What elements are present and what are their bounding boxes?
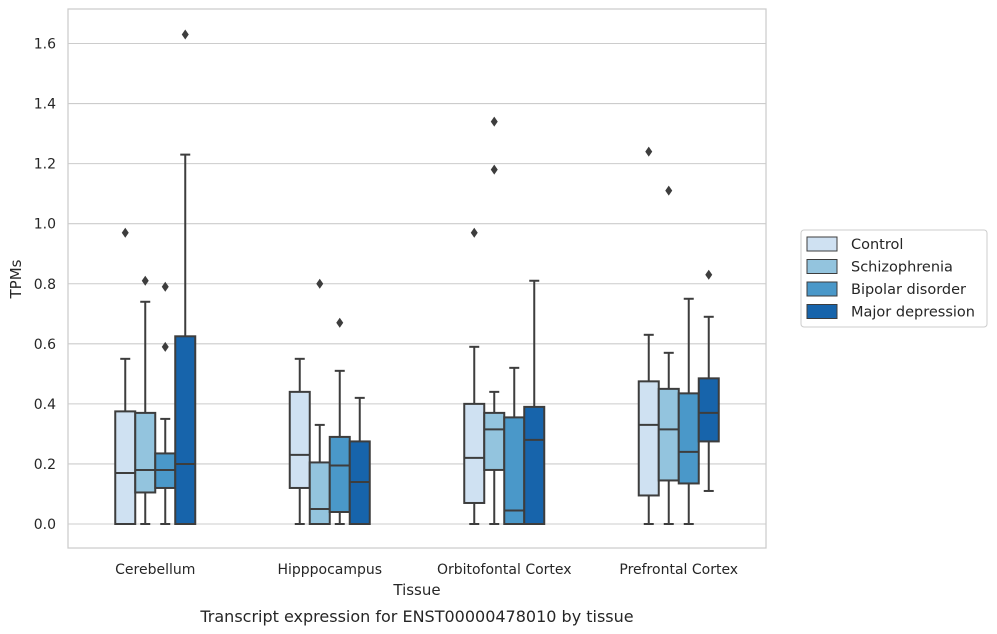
box-body	[523, 405, 546, 525]
box-schizophrenia	[308, 278, 331, 526]
legend-frame	[800, 229, 988, 328]
outlier-point	[336, 317, 344, 328]
plot-frame	[67, 8, 767, 549]
x-tick-label: Orbitofontal Cortex	[437, 562, 572, 578]
legend-label: Bipolar disorder	[851, 282, 966, 298]
box-major-depression	[174, 29, 197, 525]
box-control	[463, 227, 486, 525]
y-tick-label: 1.6	[34, 37, 56, 53]
y-tick-label: 0.6	[34, 337, 56, 353]
box-bipolar-disorder	[154, 281, 177, 525]
outlier-point	[665, 185, 673, 196]
y-tick-label: 0.2	[34, 457, 56, 473]
box-schizophrenia	[134, 275, 157, 525]
box-major-depression	[697, 269, 720, 492]
box-body	[657, 387, 680, 482]
outlier-point	[705, 269, 713, 280]
box-body	[463, 402, 486, 504]
box-major-depression	[348, 396, 371, 525]
y-tick-label: 1.4	[34, 97, 56, 113]
y-axis-ticks: 0.0 0.2 0.4 0.6 0.8 1.0 1.2 1.4 1.6	[34, 37, 56, 534]
y-tick-label: 0.0	[34, 517, 56, 533]
outlier-point	[470, 227, 478, 238]
legend-label: Major depression	[851, 305, 975, 321]
legend-label: Control	[851, 237, 903, 253]
y-axis-label: TPMs	[7, 259, 25, 299]
outlier-point	[141, 275, 149, 286]
box-body	[503, 416, 526, 526]
legend-label: Schizophrenia	[851, 260, 953, 276]
box-schizophrenia	[483, 116, 506, 525]
outlier-point	[645, 146, 653, 157]
outlier-point	[161, 281, 169, 292]
box-body	[677, 392, 700, 485]
box-body	[114, 410, 137, 525]
box-body	[637, 380, 660, 497]
y-tick-label: 0.8	[34, 277, 56, 293]
boxes	[114, 29, 720, 526]
box-control	[114, 227, 137, 525]
y-tick-label: 1.2	[34, 157, 56, 173]
x-tick-label: Prefrontal Cortex	[619, 562, 738, 578]
box-body	[288, 390, 311, 489]
y-tick-label: 0.4	[34, 397, 56, 413]
box-body	[308, 461, 331, 526]
box-bipolar-disorder	[328, 317, 351, 525]
x-axis-ticks: Cerebellum Hipppocampus Orbitofontal Corte…	[115, 562, 738, 578]
legend-swatch	[806, 304, 838, 319]
legend-swatch	[806, 259, 838, 274]
box-major-depression	[523, 279, 546, 525]
box-control	[637, 146, 660, 525]
outlier-point	[121, 227, 129, 238]
chart-caption: Transcript expression for ENST0000047801…	[199, 607, 633, 626]
outlier-point	[490, 164, 498, 175]
legend-swatch	[806, 281, 838, 297]
box-body	[134, 411, 157, 494]
outlier-point	[161, 341, 169, 352]
outlier-point	[316, 278, 324, 289]
box-bipolar-disorder	[677, 297, 700, 525]
legend: Control Schizophrenia Bipolar disorder Majo…	[800, 229, 988, 328]
x-tick-label: Cerebellum	[115, 562, 195, 578]
y-tick-label: 1.0	[34, 217, 56, 233]
x-axis-label: Tissue	[392, 581, 440, 599]
box-body	[697, 377, 720, 443]
box-body	[174, 335, 197, 525]
outlier-point	[181, 29, 189, 40]
box-control	[288, 357, 311, 525]
box-body	[328, 435, 351, 513]
box-body	[483, 411, 506, 471]
box-bipolar-disorder	[503, 366, 526, 526]
box-schizophrenia	[657, 185, 680, 525]
x-tick-label: Hipppocampus	[277, 562, 382, 578]
legend-swatch	[806, 236, 838, 252]
outlier-point	[490, 116, 498, 127]
